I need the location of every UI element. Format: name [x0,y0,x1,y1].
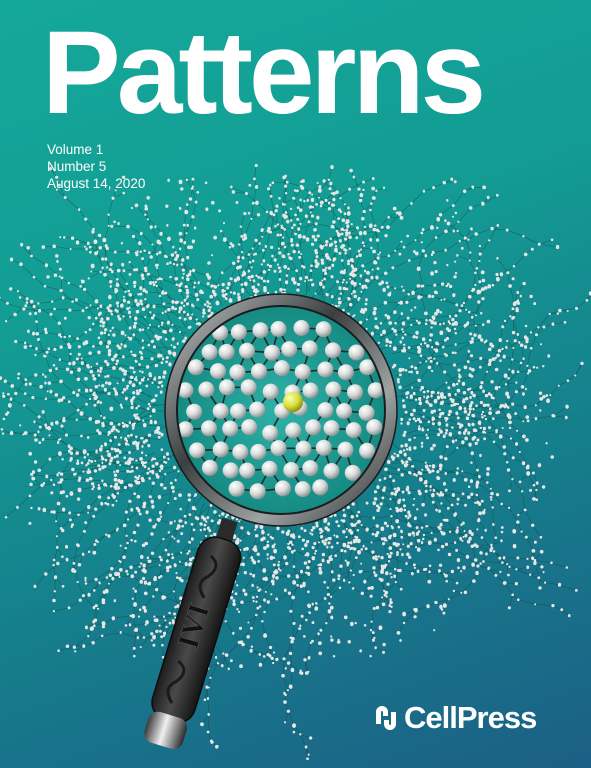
network-node [315,321,332,338]
network-node [293,320,310,336]
network-node [285,422,302,439]
network-node [262,425,279,441]
network-node [337,364,354,381]
network-nodes [0,163,591,760]
network-node [218,343,235,360]
network-node [294,481,311,498]
network-node [337,441,354,458]
number-label: Number 5 [47,159,107,174]
lens-rim [165,294,397,526]
network-node [302,382,319,399]
network-node [359,359,376,376]
network-node [230,324,247,341]
network-node [345,422,362,439]
network-node [336,403,353,419]
network-node [323,420,340,437]
network-node [270,321,287,337]
network-node [305,419,322,436]
network-node [212,403,229,420]
network-node [283,462,300,478]
highlighted-node [283,392,303,412]
network-node [367,382,384,399]
network-node [302,460,319,477]
network-node [251,363,267,380]
network-node [201,344,218,361]
network-node [198,381,215,398]
network-node [228,480,245,497]
network-node [177,382,194,399]
network-node [294,363,311,380]
network-node [281,341,298,358]
cellpress-logo-icon [376,706,396,730]
network-node [222,462,239,479]
network-node [315,439,332,456]
network-node [201,420,217,437]
network-node [312,479,329,496]
network-node [240,379,257,396]
network-node [249,483,266,500]
network-node [317,402,334,419]
issue-info: Volume 1 Number 5 August 14, 2020 [47,141,145,192]
network-node [295,440,312,457]
journal-title: Patterns [42,7,486,139]
network-node [273,360,290,377]
network-node [347,384,363,401]
network-node [264,344,281,361]
network-node [252,322,269,339]
network-node [348,344,365,361]
handle-end-cap [144,711,187,750]
network-node [239,462,256,479]
network-node [323,463,340,479]
network-node [229,364,246,381]
network-node [366,419,383,436]
network-node [359,442,376,459]
network-node [317,361,334,378]
publisher-name: CellPress [404,700,537,735]
network-node [186,403,203,420]
network-node [250,443,267,460]
network-node [232,444,249,460]
network-node [239,342,255,359]
network-node [274,480,291,497]
network-node [344,464,361,481]
network-node [222,420,239,437]
network-node [230,403,247,420]
network-node [325,381,342,398]
network-node [241,419,258,436]
date-label: August 14, 2020 [47,176,146,191]
network-node [325,342,341,359]
network-node [301,340,318,357]
network-node [249,401,266,418]
network-node [219,379,235,396]
network-node [212,441,229,458]
network-node [201,459,218,476]
network-node [187,359,204,376]
network-node [210,363,226,380]
network-node [270,440,287,457]
publisher-brand: CellPress [372,700,537,736]
network-node [262,383,279,400]
magnifying-glass-icon: IVI [144,293,398,750]
network-node [189,442,206,459]
volume-label: Volume 1 [47,142,104,157]
network-node [358,404,375,421]
network-node [261,460,278,477]
network-node [177,421,194,438]
